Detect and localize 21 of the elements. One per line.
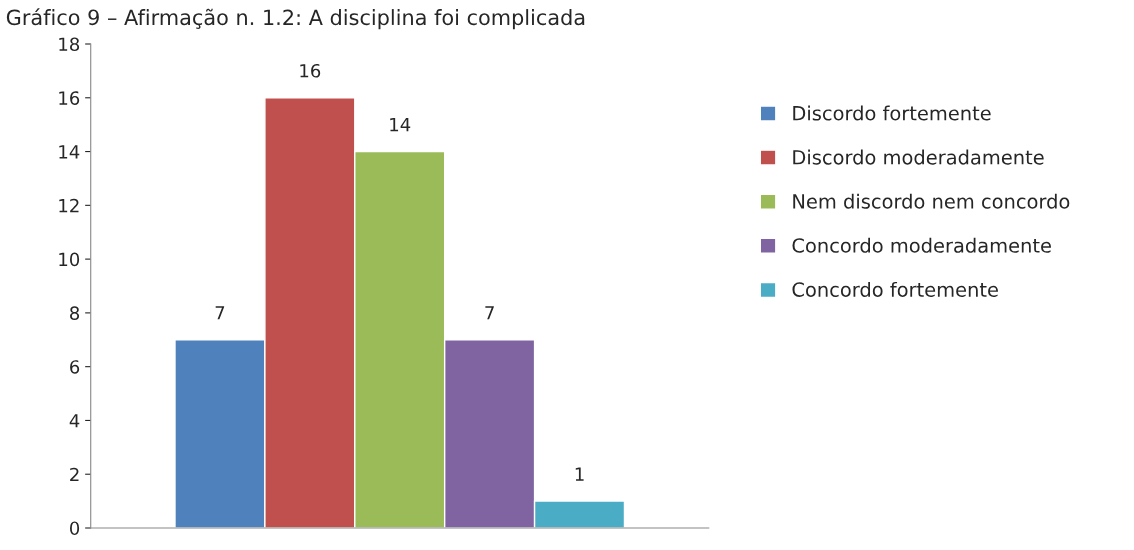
y-tick-label: 16 [59,91,80,105]
legend-label: Discordo moderadamente [793,149,1044,165]
y-tick-label: 14 [59,145,80,159]
data-label: 7 [485,306,494,320]
chart-title: Gráfico 9 – Afirmação n. 1.2: A disciplina foi complicada [6,8,585,30]
data-label: 14 [390,117,411,132]
y-tick-label: 6 [70,360,80,374]
legend-label: Concordo moderadamente [792,237,1051,253]
data-label: 7 [215,306,225,320]
y-tick-label: 2 [70,467,79,482]
y-tick-label: 8 [70,306,80,321]
y-tick-label: 12 [59,198,79,213]
legend-label: Concordo fortemente [792,281,998,297]
y-tick-label: 10 [59,252,80,267]
y-tick-label: 0 [70,521,80,536]
y-tick-label: 18 [59,37,80,52]
legend-label: Discordo fortemente [793,105,991,121]
legend-label: Nem discordo nem concordo [793,193,1070,209]
data-label: 1 [575,467,584,481]
y-tick-label: 4 [69,414,80,428]
data-label: 16 [300,63,321,78]
